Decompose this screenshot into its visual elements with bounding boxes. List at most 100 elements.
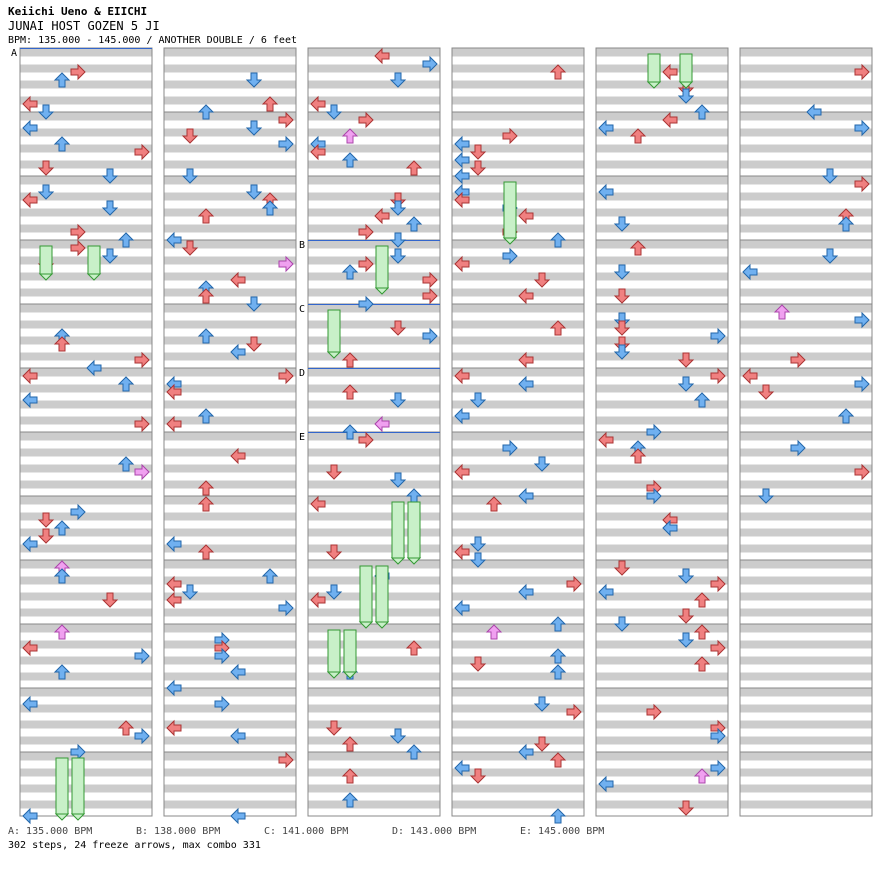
beat-stripe xyxy=(452,784,584,793)
beat-stripe xyxy=(308,608,440,617)
step-arrow xyxy=(854,63,870,81)
beat-stripe xyxy=(20,496,152,505)
step-arrow xyxy=(710,367,726,385)
beat-stripe xyxy=(596,656,728,665)
beat-stripe xyxy=(20,608,152,617)
beat-stripe xyxy=(308,320,440,329)
beat-stripe xyxy=(308,352,440,361)
beat-stripe xyxy=(740,800,872,809)
beat-stripe xyxy=(596,752,728,761)
step-arrow xyxy=(405,744,423,760)
freeze-arrow-tail xyxy=(70,813,86,821)
step-arrow xyxy=(422,287,438,305)
beat-stripe xyxy=(596,512,728,521)
beat-stripe xyxy=(452,288,584,297)
step-arrow xyxy=(677,88,695,104)
freeze-arrow-tail xyxy=(678,81,694,89)
step-arrow xyxy=(598,183,614,201)
beat-stripe xyxy=(452,752,584,761)
step-arrow xyxy=(533,456,551,472)
beat-stripe xyxy=(164,784,296,793)
beat-stripe xyxy=(740,512,872,521)
step-arrow xyxy=(613,616,631,632)
beat-stripe xyxy=(164,288,296,297)
step-arrow xyxy=(549,808,567,824)
step-arrow xyxy=(134,415,150,433)
beat-stripe xyxy=(308,736,440,745)
beat-stripe xyxy=(596,160,728,169)
beat-stripe xyxy=(308,400,440,409)
beat-stripe xyxy=(164,96,296,105)
beat-stripe xyxy=(740,448,872,457)
beat-stripe xyxy=(308,176,440,185)
beat-stripe xyxy=(596,224,728,233)
step-arrow xyxy=(693,392,711,408)
step-arrow xyxy=(310,143,326,161)
step-arrow xyxy=(37,512,55,528)
beat-stripe xyxy=(164,544,296,553)
step-arrow xyxy=(53,568,71,584)
step-arrow xyxy=(261,568,279,584)
step-arrow xyxy=(518,743,534,761)
step-arrow xyxy=(341,424,359,440)
beat-stripe xyxy=(596,720,728,729)
beat-stripe xyxy=(596,64,728,73)
beat-stripe xyxy=(596,496,728,505)
freeze-arrow-body xyxy=(327,309,341,353)
beat-stripe xyxy=(20,768,152,777)
beat-stripe xyxy=(740,112,872,121)
step-arrow xyxy=(485,624,503,640)
beat-stripe xyxy=(740,192,872,201)
beat-stripe xyxy=(740,528,872,537)
freeze-arrow-body xyxy=(375,245,389,289)
beat-stripe xyxy=(740,560,872,569)
step-arrow xyxy=(53,520,71,536)
beat-stripe xyxy=(20,672,152,681)
step-arrow xyxy=(22,695,38,713)
step-arrow xyxy=(646,703,662,721)
step-arrow xyxy=(197,208,215,224)
beat-stripe xyxy=(164,512,296,521)
step-arrow xyxy=(854,119,870,137)
step-arrow xyxy=(166,679,182,697)
beat-stripe xyxy=(740,464,872,473)
beat-stripe xyxy=(308,576,440,585)
step-arrow xyxy=(37,528,55,544)
step-arrow xyxy=(166,383,182,401)
step-arrow xyxy=(693,592,711,608)
step-arrow xyxy=(469,392,487,408)
beat-stripe xyxy=(20,272,152,281)
beat-stripe xyxy=(740,416,872,425)
step-arrow xyxy=(646,487,662,505)
step-arrow xyxy=(742,263,758,281)
step-arrow xyxy=(358,295,374,313)
beat-stripe xyxy=(452,432,584,441)
beat-stripe xyxy=(596,480,728,489)
beat-stripe xyxy=(20,48,152,57)
step-arrow xyxy=(533,272,551,288)
beat-stripe xyxy=(452,720,584,729)
step-arrow xyxy=(197,328,215,344)
beat-stripe xyxy=(20,512,152,521)
step-arrow xyxy=(341,384,359,400)
beat-stripe xyxy=(452,336,584,345)
step-arrow xyxy=(549,232,567,248)
freeze-arrow-body xyxy=(375,565,389,623)
step-arrow xyxy=(134,647,150,665)
freeze-arrow-body xyxy=(407,501,421,559)
step-arrow xyxy=(469,768,487,784)
step-arrow xyxy=(389,200,407,216)
beat-stripe xyxy=(308,544,440,553)
step-arrow xyxy=(405,640,423,656)
beat-stripe xyxy=(596,768,728,777)
step-arrow xyxy=(278,111,294,129)
beat-stripe xyxy=(740,704,872,713)
beat-stripe xyxy=(452,256,584,265)
step-arrow xyxy=(389,392,407,408)
step-arrow xyxy=(389,248,407,264)
beat-stripe xyxy=(308,624,440,633)
beat-stripe xyxy=(740,544,872,553)
step-arrow xyxy=(613,216,631,232)
beat-stripe xyxy=(452,448,584,457)
beat-stripe xyxy=(308,752,440,761)
